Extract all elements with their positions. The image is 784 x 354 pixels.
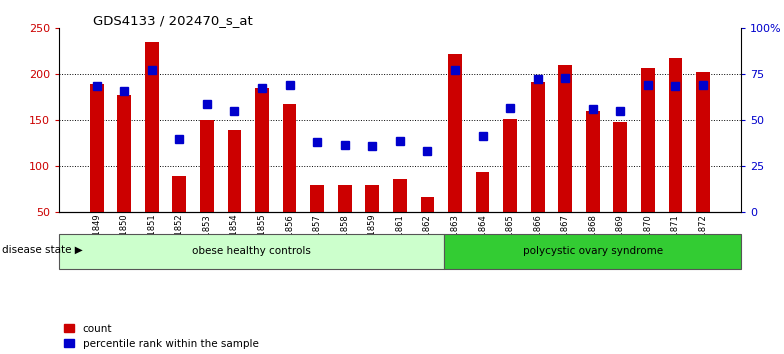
Bar — [200, 120, 214, 258]
Bar — [365, 185, 379, 258]
Bar — [420, 197, 434, 258]
Bar — [641, 68, 655, 258]
Bar — [613, 122, 627, 258]
Bar — [118, 95, 131, 258]
Bar — [669, 58, 682, 258]
Bar — [255, 88, 269, 258]
Bar — [90, 84, 103, 258]
FancyBboxPatch shape — [445, 234, 741, 269]
Bar — [558, 65, 572, 258]
Text: disease state ▶: disease state ▶ — [2, 245, 82, 255]
Bar — [172, 176, 187, 258]
FancyBboxPatch shape — [59, 234, 445, 269]
Text: obese healthy controls: obese healthy controls — [192, 246, 311, 256]
Bar — [586, 111, 600, 258]
Text: polycystic ovary syndrome: polycystic ovary syndrome — [523, 246, 662, 256]
Bar — [310, 185, 324, 258]
Bar — [393, 179, 407, 258]
Bar — [145, 42, 158, 258]
Bar — [448, 54, 462, 258]
Bar — [696, 73, 710, 258]
Legend: count, percentile rank within the sample: count, percentile rank within the sample — [64, 324, 259, 349]
Bar — [531, 82, 545, 258]
Bar — [503, 119, 517, 258]
Bar — [227, 130, 241, 258]
Bar — [338, 185, 351, 258]
Bar — [283, 104, 296, 258]
Text: GDS4133 / 202470_s_at: GDS4133 / 202470_s_at — [93, 14, 252, 27]
Bar — [476, 172, 489, 258]
